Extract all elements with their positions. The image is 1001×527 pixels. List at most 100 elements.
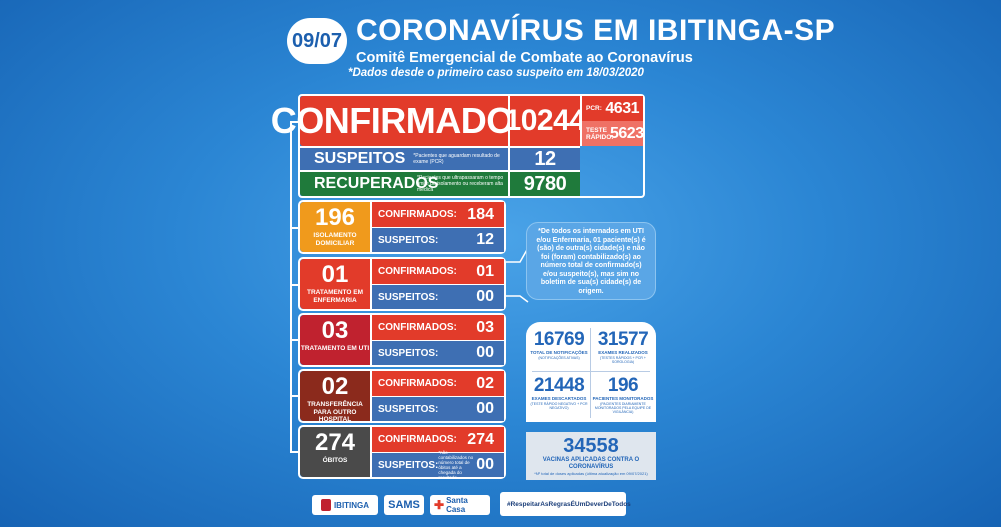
category-label: ÓBITOS xyxy=(322,457,348,464)
confirmados-label: CONFIRMADOS xyxy=(271,96,538,146)
connector-line xyxy=(290,284,298,286)
pcr-label: PCR: xyxy=(586,105,602,112)
note-connector xyxy=(506,247,529,303)
category-label: TRANSFERÊNCIA PARA OUTRO HOSPITAL xyxy=(307,401,363,423)
stat-descartados-value: 21448 xyxy=(533,375,585,396)
suspeitos-total: 12 xyxy=(508,146,580,170)
connector-line xyxy=(290,121,292,451)
suspeitos-row: SUSPEITOS *Pacientes que aguardam result… xyxy=(300,146,508,170)
santa-casa-logo-text: Santa Casa xyxy=(446,496,468,514)
stat-notificacoes: 16769 TOTAL DE NOTIFICAÇÕES (NOTIFICAÇÕE… xyxy=(527,330,591,360)
category-suspeitos-row: SUSPEITOS: *não contabilizados no número … xyxy=(370,450,504,480)
category-confirmados-value: 274 xyxy=(467,430,494,448)
category-confirmados-label: CONFIRMADOS: xyxy=(378,209,457,220)
category-confirmados-label: CONFIRMADOS: xyxy=(378,266,457,277)
crest-icon xyxy=(320,499,331,511)
category-label: TRATAMENTO EM ENFERMARIA xyxy=(307,289,363,304)
category-confirmados-value: 01 xyxy=(476,262,494,280)
vacinas-value: 34558 xyxy=(563,435,619,457)
date-badge: 09/07 xyxy=(287,18,347,64)
category-total: 196 ISOLAMENTO DOMICILIAR xyxy=(300,202,370,252)
category-frame xyxy=(298,313,506,367)
category-number: 02 xyxy=(321,373,349,400)
category-confirmados-row: CONFIRMADOS: 01 xyxy=(370,259,504,284)
stat-monitorados: 196 PACIENTES MONITORADOS (PACIENTES DIA… xyxy=(591,376,655,414)
category-confirmados-value: 184 xyxy=(467,205,494,223)
category-suspeitos-value: 00 xyxy=(476,456,494,473)
stat-notificacoes-sub: (NOTIFICAÇÕES ATIVAS) xyxy=(538,355,580,360)
category-confirmados-label: CONFIRMADOS: xyxy=(378,378,457,389)
stats-card xyxy=(526,322,656,422)
vacinas-sub: *Nº total de doses aplicadas (última atu… xyxy=(534,471,648,476)
stat-descartados-sub: (TESTE RÁPIDO NEGATIVO + PCR NEGATIVO) xyxy=(530,401,588,410)
category-total: 01 TRATAMENTO EM ENFERMARIA xyxy=(300,259,370,309)
connector-line xyxy=(290,451,298,453)
category-suspeitos-value: 00 xyxy=(476,344,494,361)
stat-notificacoes-value: 16769 xyxy=(533,329,585,350)
category-suspeitos-note: *não contabilizados no número total de ó… xyxy=(438,450,474,480)
category-confirmados-row: CONFIRMADOS: 184 xyxy=(370,202,504,227)
footer-logos: IBITINGA SAMS ✚ Santa Casa xyxy=(312,494,642,516)
sams-logo: SAMS xyxy=(384,495,424,515)
stat-exames: 31577 EXAMES REALIZADOS (TESTES RÁPIDOS … xyxy=(591,330,655,364)
stats-divider xyxy=(590,328,591,418)
category-suspeitos-row: SUSPEITOS: 00 xyxy=(370,340,504,365)
pcr-value: 4631 xyxy=(605,99,639,117)
category-suspeitos-row: SUSPEITOS: 00 xyxy=(370,396,504,421)
category-number: 274 xyxy=(314,429,356,456)
connector-line xyxy=(290,339,298,341)
stats-divider xyxy=(532,371,650,372)
suspeitos-label: SUSPEITOS xyxy=(314,150,406,167)
since-note: *Dados desde o primeiro caso suspeito em… xyxy=(348,67,644,79)
category-suspeitos-row: SUSPEITOS: 00 xyxy=(370,284,504,309)
stat-monitorados-sub: (PACIENTES DIARIAMENTE MONITORADOS PELA … xyxy=(594,401,652,414)
page-subtitle: Comitê Emergencial de Combate ao Coronav… xyxy=(356,50,693,66)
category-confirmados-row: CONFIRMADOS: 02 xyxy=(370,371,504,396)
category-suspeitos-label: SUSPEITOS: xyxy=(378,347,439,359)
stat-exames-value: 31577 xyxy=(597,329,649,350)
cross-icon: ✚ xyxy=(434,498,445,512)
category-suspeitos-row: SUSPEITOS: 12 xyxy=(370,227,504,252)
stat-monitorados-label: PACIENTES MONITORADOS xyxy=(592,396,654,401)
category-number: 196 xyxy=(314,204,356,231)
category-suspeitos-label: SUSPEITOS: xyxy=(378,234,439,246)
category-confirmados-value: 02 xyxy=(476,374,494,392)
vacinas-card: 34558 VACINAS APLICADAS CONTRA O CORONAV… xyxy=(526,432,656,480)
category-frame xyxy=(298,425,506,479)
ibitinga-logo: IBITINGA xyxy=(312,495,378,515)
info-note: *De todos os internados em UTI e/ou Enfe… xyxy=(526,222,656,300)
connector-line xyxy=(290,121,300,123)
stat-exames-sub: (TESTES RÁPIDOS + PCR + SOROLOGIA) xyxy=(600,355,646,364)
confirmados-total: 10244 xyxy=(505,96,586,146)
category-confirmados-row: CONFIRMADOS: 274 xyxy=(370,427,504,452)
teste-rapido-row: TESTE RÁPIDO: 5623 xyxy=(580,121,644,146)
teste-rapido-label: TESTE RÁPIDO: xyxy=(586,126,614,141)
santa-casa-logo: ✚ Santa Casa xyxy=(430,495,490,515)
recuperados-total: 9780 xyxy=(508,170,580,196)
stat-descartados-label: EXAMES DESCARTADOS xyxy=(531,396,587,401)
ibitinga-logo-text: IBITINGA xyxy=(333,500,370,510)
page-title: CORONAVÍRUS EM IBITINGA-SP xyxy=(356,14,836,47)
category-confirmados-label: CONFIRMADOS: xyxy=(378,434,457,445)
suspeitos-note: *Pacientes que aguardam resultado de exa… xyxy=(413,153,500,165)
summary-frame xyxy=(298,94,645,198)
recuperados-row: RECUPERADOS *Pacientes que ultrapassaram… xyxy=(300,170,508,196)
category-frame xyxy=(298,257,506,311)
stat-monitorados-value: 196 xyxy=(607,375,639,396)
connector-line xyxy=(290,227,298,229)
stat-notificacoes-label: TOTAL DE NOTIFICAÇÕES xyxy=(530,350,588,355)
recuperados-label: RECUPERADOS xyxy=(314,175,439,192)
category-label: TRATAMENTO EM UTI xyxy=(300,345,370,352)
category-frame xyxy=(298,369,506,423)
category-suspeitos-value: 00 xyxy=(476,400,494,417)
category-confirmados-label: CONFIRMADOS: xyxy=(378,322,457,333)
stat-descartados: 21448 EXAMES DESCARTADOS (TESTE RÁPIDO N… xyxy=(527,376,591,410)
vacinas-label: VACINAS APLICADAS CONTRA O CORONAVÍRUS xyxy=(542,457,640,470)
category-suspeitos-value: 12 xyxy=(476,231,494,248)
category-label: ISOLAMENTO DOMICILIAR xyxy=(313,232,357,247)
connector-line xyxy=(290,395,298,397)
category-total: 274 ÓBITOS xyxy=(300,427,370,477)
category-number: 03 xyxy=(321,317,349,344)
category-total: 03 TRATAMENTO EM UTI xyxy=(300,315,370,365)
hashtag-text: #RespeitarAsRegrasÉUmDeverDeTodos xyxy=(507,500,631,508)
